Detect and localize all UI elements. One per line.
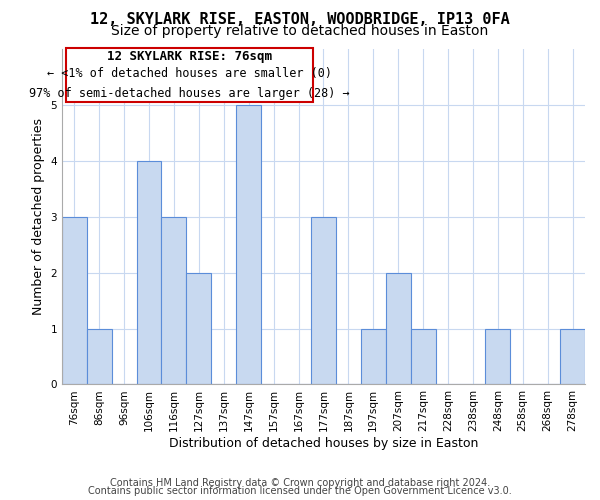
Text: Contains HM Land Registry data © Crown copyright and database right 2024.: Contains HM Land Registry data © Crown c…: [110, 478, 490, 488]
Bar: [187, 272, 211, 384]
Text: 12 SKYLARK RISE: 76sqm: 12 SKYLARK RISE: 76sqm: [107, 50, 272, 63]
Bar: [87, 328, 112, 384]
Bar: [65, 48, 313, 102]
Text: 97% of semi-detached houses are larger (28) →: 97% of semi-detached houses are larger (…: [29, 87, 350, 100]
Text: 12, SKYLARK RISE, EASTON, WOODBRIDGE, IP13 0FA: 12, SKYLARK RISE, EASTON, WOODBRIDGE, IP…: [90, 12, 510, 28]
Text: Contains public sector information licensed under the Open Government Licence v3: Contains public sector information licen…: [88, 486, 512, 496]
Y-axis label: Number of detached properties: Number of detached properties: [32, 118, 45, 315]
Bar: [410, 328, 436, 384]
Bar: [137, 160, 161, 384]
Bar: [236, 104, 261, 384]
Bar: [386, 272, 410, 384]
Bar: [361, 328, 386, 384]
X-axis label: Distribution of detached houses by size in Easton: Distribution of detached houses by size …: [169, 437, 478, 450]
Text: ← <1% of detached houses are smaller (0): ← <1% of detached houses are smaller (0): [47, 66, 332, 80]
Bar: [311, 216, 336, 384]
Bar: [485, 328, 510, 384]
Bar: [560, 328, 585, 384]
Text: Size of property relative to detached houses in Easton: Size of property relative to detached ho…: [112, 24, 488, 38]
Bar: [161, 216, 187, 384]
Bar: [62, 216, 87, 384]
